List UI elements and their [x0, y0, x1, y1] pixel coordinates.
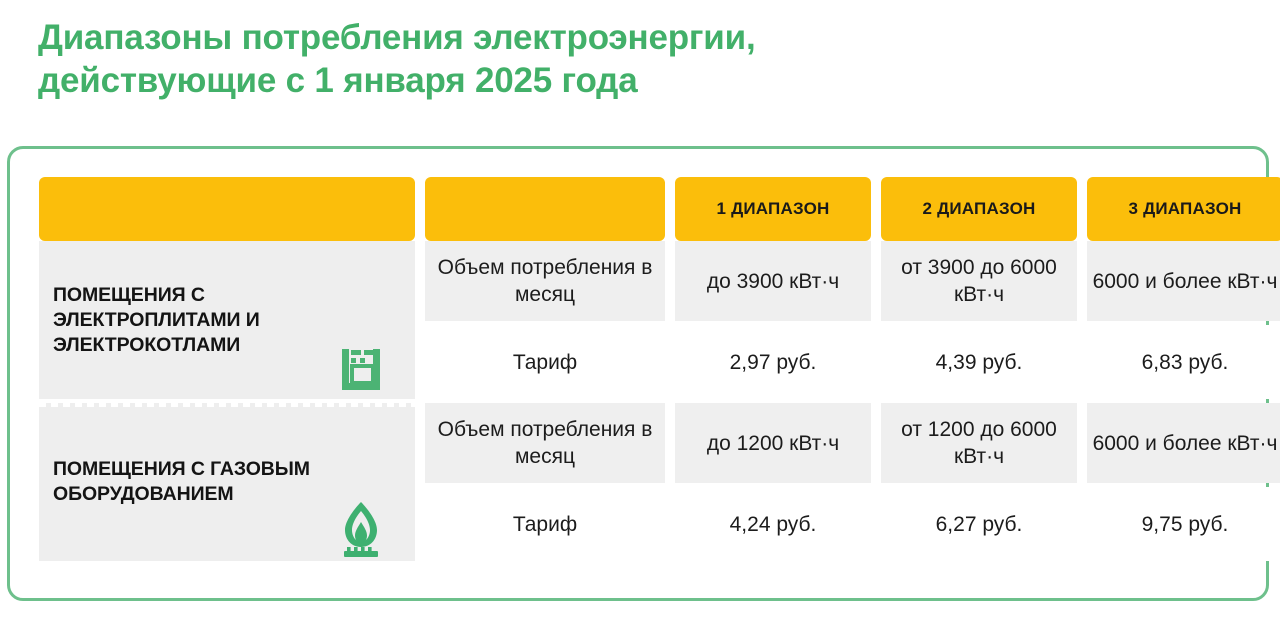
metric-label-volume-gas: Объем потребления в месяц [425, 403, 665, 483]
section-electric-rows: Объем потребления в месяц до 3900 кВт·ч … [425, 241, 1280, 399]
column-gap [871, 403, 881, 483]
column-gap [1077, 325, 1087, 399]
column-gap [665, 325, 675, 399]
volume-electric-range-1: до 3900 кВт·ч [675, 241, 871, 321]
column-gap [871, 241, 881, 321]
table-header-row: 1 ДИАПАЗОН 2 ДИАПАЗОН 3 ДИАПАЗОН [39, 177, 1280, 241]
section-gas-rows: Объем потребления в месяц до 1200 кВт·ч … [425, 403, 1280, 561]
tariff-gas-range-2: 6,27 руб. [881, 487, 1077, 561]
column-gap [415, 177, 425, 241]
column-gap [1077, 177, 1087, 241]
category-label-gas: ПОМЕЩЕНИЯ С ГАЗОВЫМ ОБОРУДОВАНИЕМ [53, 458, 310, 505]
tariff-table: 1 ДИАПАЗОН 2 ДИАПАЗОН 3 ДИАПАЗОН ПОМЕЩЕН… [39, 177, 1280, 561]
column-gap [665, 403, 675, 483]
header-range-3: 3 ДИАПАЗОН [1087, 177, 1280, 241]
column-gap [665, 177, 675, 241]
table-row-tariff-gas: Тариф 4,24 руб. 6,27 руб. 9,75 руб. [425, 487, 1280, 561]
table-row-tariff-electric: Тариф 2,97 руб. 4,39 руб. 6,83 руб. [425, 325, 1280, 399]
gas-flame-icon [333, 501, 389, 561]
category-label-electric: ПОМЕЩЕНИЯ С ЭЛЕКТРОПЛИТАМИ И ЭЛЕКТРОКОТЛ… [53, 283, 260, 356]
column-gap [665, 487, 675, 561]
column-gap [415, 241, 425, 399]
tariff-electric-range-1: 2,97 руб. [675, 325, 871, 399]
section-electric: ПОМЕЩЕНИЯ С ЭЛЕКТРОПЛИТАМИ И ЭЛЕКТРОКОТЛ… [39, 241, 1280, 399]
page-title-line-1: Диапазоны потребления электроэнергии, [38, 18, 756, 57]
page-title-line-2: действующие с 1 января 2025 года [38, 61, 638, 100]
column-gap [415, 403, 425, 561]
tariff-electric-range-3: 6,83 руб. [1087, 325, 1280, 399]
header-category-blank [39, 177, 415, 241]
metric-label-volume-electric: Объем потребления в месяц [425, 241, 665, 321]
column-gap [871, 325, 881, 399]
electric-stove-icon [333, 345, 389, 399]
column-gap [871, 487, 881, 561]
section-divider [39, 402, 415, 407]
volume-electric-range-2: от 3900 до 6000 кВт·ч [881, 241, 1077, 321]
column-gap [871, 177, 881, 241]
volume-gas-range-1: до 1200 кВт·ч [675, 403, 871, 483]
tariff-gas-range-1: 4,24 руб. [675, 487, 871, 561]
tariff-electric-range-2: 4,39 руб. [881, 325, 1077, 399]
tariff-card: 1 ДИАПАЗОН 2 ДИАПАЗОН 3 ДИАПАЗОН ПОМЕЩЕН… [7, 146, 1280, 601]
volume-electric-range-3: 6000 и более кВт·ч [1087, 241, 1280, 321]
volume-gas-range-2: от 1200 до 6000 кВт·ч [881, 403, 1077, 483]
tariff-gas-range-3: 9,75 руб. [1087, 487, 1280, 561]
metric-label-tariff-electric: Тариф [425, 325, 665, 399]
table-row-volume-electric: Объем потребления в месяц до 3900 кВт·ч … [425, 241, 1280, 321]
column-gap [1077, 241, 1087, 321]
section-gas: ПОМЕЩЕНИЯ С ГАЗОВЫМ ОБОРУДОВАНИЕМ [39, 402, 1280, 561]
column-gap [665, 241, 675, 321]
page-title: Диапазоны потребления электроэнергии, де… [38, 16, 1198, 102]
metric-label-tariff-gas: Тариф [425, 487, 665, 561]
header-metric-blank [425, 177, 665, 241]
column-gap [1077, 487, 1087, 561]
table-row-volume-gas: Объем потребления в месяц до 1200 кВт·ч … [425, 403, 1280, 483]
category-cell-gas: ПОМЕЩЕНИЯ С ГАЗОВЫМ ОБОРУДОВАНИЕМ [39, 402, 415, 561]
header-range-2: 2 ДИАПАЗОН [881, 177, 1077, 241]
category-cell-electric: ПОМЕЩЕНИЯ С ЭЛЕКТРОПЛИТАМИ И ЭЛЕКТРОКОТЛ… [39, 241, 415, 399]
header-range-1: 1 ДИАПАЗОН [675, 177, 871, 241]
volume-gas-range-3: 6000 и более кВт·ч [1087, 403, 1280, 483]
column-gap [1077, 403, 1087, 483]
